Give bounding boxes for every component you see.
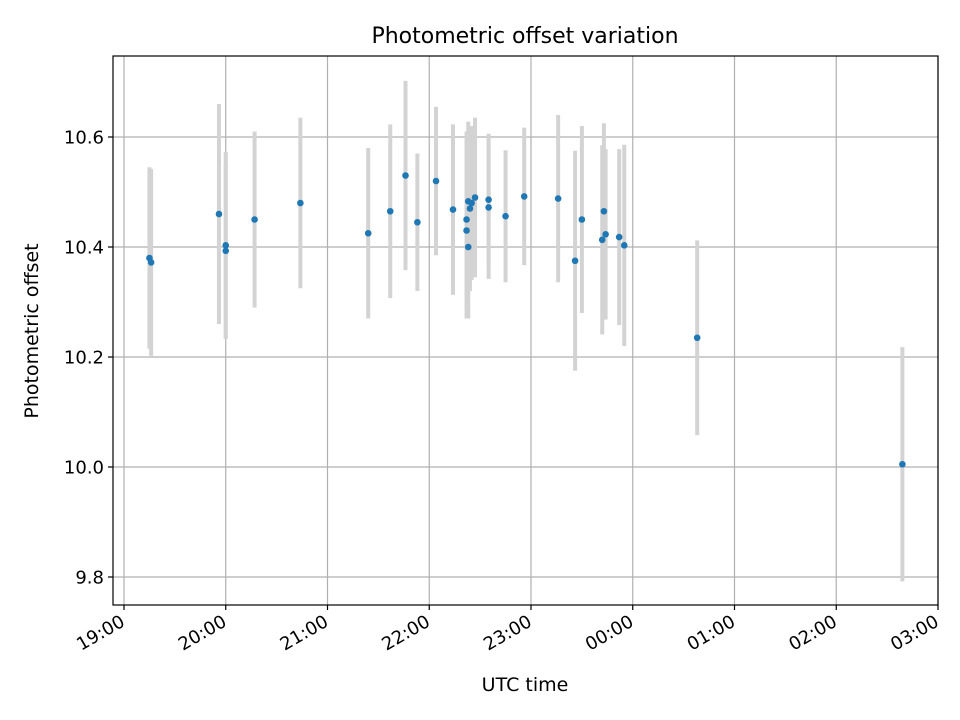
data-point: [693, 334, 701, 342]
data-point: [402, 172, 409, 179]
data-point: [600, 207, 608, 215]
data-point: [485, 196, 492, 203]
x-tick-label: 01:00: [684, 611, 739, 655]
plot-frame: [112, 55, 939, 606]
y-tick-label: 10.6: [64, 128, 104, 149]
chart-title: Photometric offset variation: [371, 24, 678, 49]
x-tick-label: 19:00: [73, 611, 128, 655]
data-point: [466, 205, 474, 212]
x-axis-label: UTC time: [482, 674, 569, 696]
data-point: [485, 204, 492, 211]
data-point: [251, 216, 258, 223]
data-point: [468, 199, 475, 207]
data-point: [598, 236, 606, 244]
data-point: [297, 199, 304, 207]
x-tick-label: 00:00: [582, 611, 637, 655]
data-point: [222, 247, 230, 255]
data-point: [386, 207, 394, 215]
x-tick-label: 20:00: [175, 611, 230, 655]
data-point: [414, 218, 421, 226]
data-point: [463, 227, 470, 234]
data-point: [364, 229, 372, 237]
data-point: [463, 216, 470, 223]
y-tick-label: 10.2: [64, 348, 104, 369]
data-point: [620, 242, 628, 249]
data-point: [571, 257, 579, 265]
x-tick-label: 02:00: [785, 611, 840, 655]
y-axis-label: Photometric offset: [21, 243, 43, 418]
x-tick-label: 21:00: [277, 611, 332, 655]
data-point: [432, 177, 440, 185]
data-point: [464, 243, 472, 251]
data-points: [146, 172, 906, 468]
data-point: [520, 193, 528, 200]
y-axis: 9.8 10.0 10.2 10.4 10.6: [64, 128, 113, 589]
x-axis: 19:00 20:00 21:00 22:00 23:00 00:00 01:00 02:00…: [73, 605, 943, 655]
data-point: [899, 460, 906, 468]
x-tick-label: 03:00: [887, 611, 942, 655]
data-point: [602, 231, 609, 238]
y-tick-label: 10.4: [64, 238, 104, 259]
data-point: [554, 195, 562, 202]
data-point: [578, 216, 586, 223]
data-point: [615, 233, 623, 241]
x-tick-label: 22:00: [378, 611, 433, 655]
data-point: [471, 194, 479, 201]
x-tick-label: 23:00: [480, 611, 535, 655]
data-point: [502, 212, 509, 220]
data-point: [147, 259, 155, 266]
data-point: [449, 206, 457, 213]
y-tick-label: 9.8: [75, 568, 104, 589]
data-point: [215, 210, 223, 218]
data-point: [222, 242, 230, 249]
y-tick-label: 10.0: [64, 458, 104, 479]
error-bars: [147, 80, 905, 582]
